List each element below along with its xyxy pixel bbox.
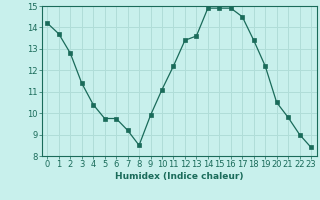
X-axis label: Humidex (Indice chaleur): Humidex (Indice chaleur) (115, 172, 244, 181)
